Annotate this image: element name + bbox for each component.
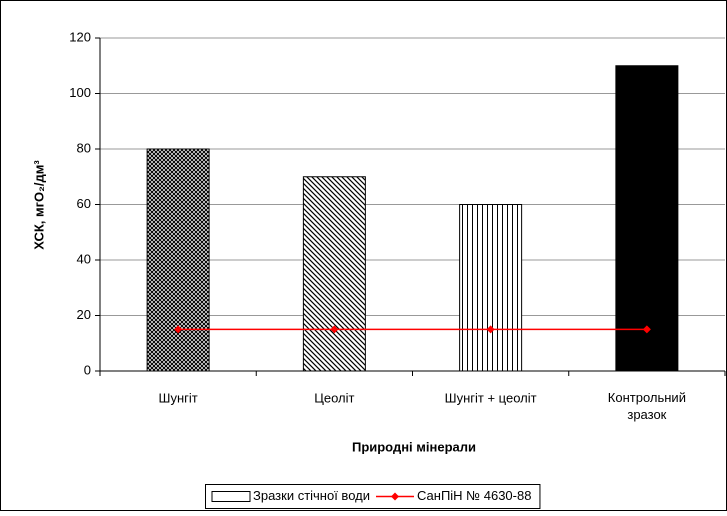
y-axis-label: ХСК, мгО₂/дм³ bbox=[31, 160, 46, 250]
line-marker bbox=[642, 325, 651, 334]
y-tick-label: 20 bbox=[77, 307, 91, 322]
legend-box bbox=[205, 484, 541, 509]
legend: Зразки стічної води СанПіН № 4630-88 bbox=[205, 484, 541, 509]
line-marker bbox=[486, 325, 495, 334]
bar bbox=[302, 176, 366, 372]
y-tick-label: 60 bbox=[77, 196, 91, 211]
x-tick-label: Цеоліт bbox=[314, 390, 354, 405]
legend-swatch bbox=[391, 492, 399, 501]
x-axis-label: Природні мінерали bbox=[352, 439, 476, 454]
x-tick-label: Шунгіт + цеоліт bbox=[445, 390, 537, 405]
y-tick-label: 40 bbox=[77, 251, 91, 266]
y-tick-label: 0 bbox=[84, 362, 91, 377]
line-marker bbox=[330, 325, 339, 334]
x-tick-label: Шунгіт bbox=[159, 390, 198, 405]
bar bbox=[146, 148, 210, 372]
y-tick-label: 100 bbox=[69, 85, 91, 100]
bar bbox=[459, 204, 523, 372]
bar bbox=[615, 65, 679, 372]
y-tick-label: 120 bbox=[69, 29, 91, 44]
y-tick-label: 80 bbox=[77, 140, 91, 155]
legend-label: СанПіН № 4630-88 bbox=[417, 488, 531, 503]
legend-swatch bbox=[211, 491, 251, 502]
legend-label: Зразки стічної води bbox=[253, 488, 370, 503]
x-tick-label: Контрольний зразок bbox=[608, 390, 686, 422]
line-marker bbox=[174, 325, 183, 334]
